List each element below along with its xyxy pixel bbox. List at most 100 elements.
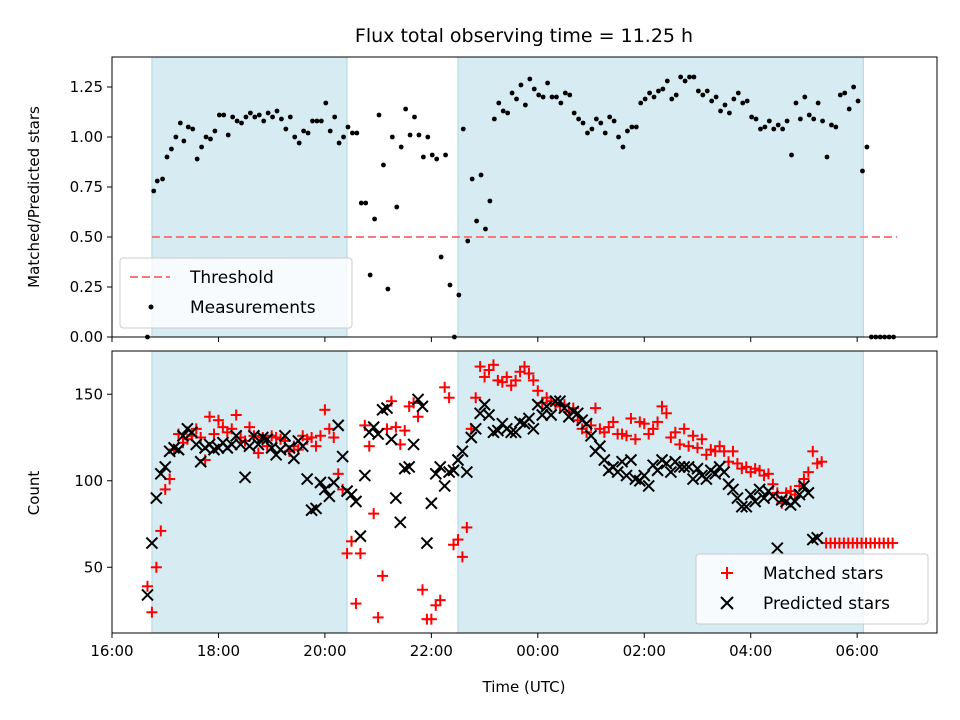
measurement-point <box>558 100 564 106</box>
predicted-star-point <box>283 441 296 455</box>
predicted-star-point <box>172 443 185 456</box>
predicted-star-point-b <box>611 465 624 479</box>
measurement-point <box>354 130 360 136</box>
measurement-point <box>398 144 404 150</box>
matched-star-point <box>208 428 220 440</box>
measurement-point <box>500 108 506 114</box>
measurement-point <box>203 134 209 140</box>
measurement-point <box>691 74 697 80</box>
measurement-point <box>664 78 670 84</box>
predicted-star-point <box>673 460 686 474</box>
measurement-point <box>447 282 453 288</box>
matched-star-point <box>802 466 814 478</box>
matched-star-point <box>354 547 366 559</box>
measurement-point <box>784 118 790 124</box>
bottom-x-tick-label: 00:00 <box>516 642 559 660</box>
predicted-star-point <box>540 400 553 413</box>
measurement-point <box>509 90 515 96</box>
matched-star-point <box>523 367 535 379</box>
predicted-star-point-b <box>478 398 491 411</box>
measurement-point <box>638 100 644 106</box>
measurement-point <box>376 112 382 118</box>
measurement-point <box>514 96 519 102</box>
matched-star-point <box>310 440 322 452</box>
bottom-x-tick-label: 02:00 <box>623 642 666 660</box>
predicted-star-point-b <box>651 464 664 477</box>
predicted-star-point <box>145 536 159 550</box>
bottom-shaded-band <box>151 350 348 634</box>
measurement-point <box>283 126 289 132</box>
predicted-star-point <box>261 433 274 446</box>
matched-star-point <box>762 468 774 480</box>
predicted-star-point-b <box>225 438 238 451</box>
predicted-star-point <box>238 471 252 484</box>
predicted-star-point-b <box>429 467 442 481</box>
predicted-star-point-b <box>327 476 340 489</box>
measurement-point <box>151 188 157 194</box>
matched-star-point <box>479 371 491 383</box>
predicted-star-point <box>252 438 265 451</box>
predicted-star-point <box>584 429 598 442</box>
predicted-star-point-b <box>283 441 296 455</box>
measurement-point <box>487 198 493 204</box>
predicted-star-point <box>287 452 301 465</box>
measurement-point <box>540 94 546 100</box>
matched-star-point <box>660 407 672 419</box>
measurement-point <box>806 112 812 118</box>
bottom-x-tick-label: 22:00 <box>410 642 453 660</box>
predicted-star-point-b <box>615 455 629 468</box>
predicted-star-point-b <box>482 408 496 422</box>
predicted-star-point-b <box>735 500 749 513</box>
matched-star-point <box>141 580 153 592</box>
measurement-point <box>225 132 231 138</box>
predicted-star-point <box>327 476 340 489</box>
measurement-point <box>256 112 262 118</box>
predicted-star-point-b <box>172 443 185 456</box>
predicted-star-point <box>150 491 163 505</box>
matched-star-point <box>412 411 424 423</box>
matched-star-point <box>487 359 499 371</box>
predicted-star-point-b <box>469 422 482 436</box>
matched-star-point <box>368 508 380 520</box>
top-y-tick-label: 0.00 <box>70 328 103 346</box>
measurement-point <box>389 134 395 140</box>
matched-star-point <box>443 392 455 404</box>
predicted-star-point-b <box>549 394 562 408</box>
predicted-star-point-b <box>788 495 802 508</box>
matched-star-point <box>425 613 437 625</box>
measurement-point <box>434 156 440 162</box>
predicted-star-point-b <box>371 427 385 441</box>
matched-star-point <box>146 606 158 618</box>
predicted-star-point-b <box>185 426 199 439</box>
measurement-point <box>576 116 582 122</box>
measurement-point <box>443 152 448 158</box>
matched-star-point <box>456 551 468 563</box>
predicted-star-point <box>766 490 780 503</box>
predicted-star-point-b <box>700 472 713 486</box>
predicted-star-point <box>624 453 638 467</box>
predicted-star-point-b <box>145 536 159 550</box>
predicted-star-point <box>482 408 496 422</box>
measurement-point <box>345 124 351 130</box>
measurement-point <box>483 226 488 232</box>
measurement-point <box>766 118 772 124</box>
measurement-point <box>753 116 759 122</box>
predicted-star-point-b <box>389 491 403 505</box>
predicted-star-point-b <box>194 455 207 468</box>
measurement-point <box>589 126 595 132</box>
predicted-star-point-b <box>349 495 363 508</box>
measurements-legend-label: Measurements <box>190 298 316 318</box>
predicted-star-point-b <box>252 438 265 451</box>
matched-star-point <box>816 456 828 468</box>
predicted-star-point <box>300 472 314 486</box>
measurement-point <box>429 152 435 158</box>
predicted-star-point-b <box>593 439 607 453</box>
matched-star-point <box>532 385 544 397</box>
predicted-star-point-b <box>190 438 203 451</box>
measurement-point <box>673 92 679 98</box>
measurement-point <box>491 116 497 122</box>
measurement-point <box>381 162 386 168</box>
predicted-star-point-b <box>584 429 598 442</box>
predicted-star-point <box>402 460 416 474</box>
measurement-point <box>518 82 524 88</box>
